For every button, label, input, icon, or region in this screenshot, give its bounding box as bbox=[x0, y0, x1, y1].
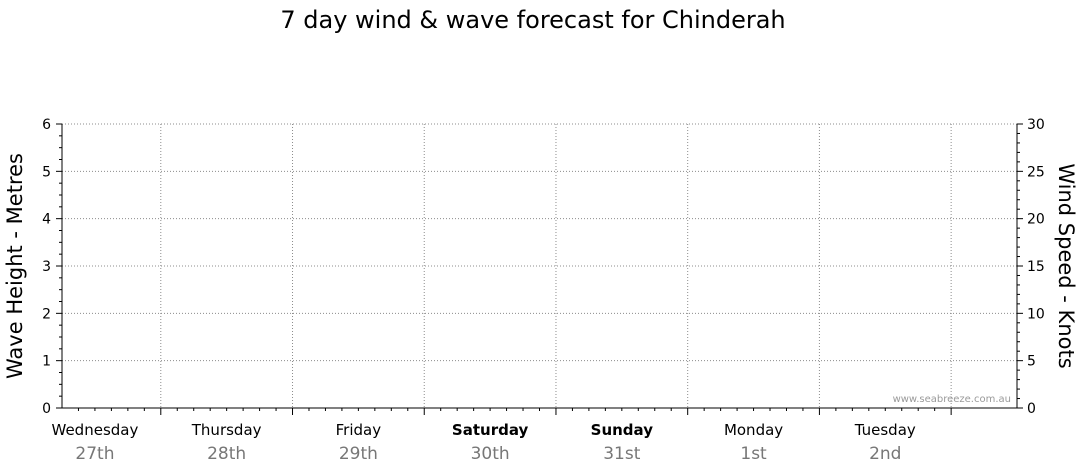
left-tick-label: 0 bbox=[42, 401, 51, 417]
day-date-label: 1st bbox=[740, 444, 767, 464]
right-tick-label: 25 bbox=[1027, 164, 1045, 180]
day-date-label: 28th bbox=[207, 444, 246, 464]
day-name-label: Sunday bbox=[591, 421, 654, 439]
left-axis-title: Wave Height - Metres bbox=[3, 153, 27, 379]
right-tick-label: 30 bbox=[1027, 117, 1045, 133]
labels-layer: 0 1 2 3 4 5 6 0 5 10 15 20 25 30 Wednesday 27th Thursday… bbox=[42, 117, 1045, 464]
day-date-label: 27th bbox=[75, 444, 114, 464]
day-date-label: 31st bbox=[603, 444, 640, 464]
left-tick-label: 1 bbox=[42, 354, 51, 370]
day-date-label: 2nd bbox=[869, 444, 901, 464]
right-tick-label: 10 bbox=[1027, 306, 1045, 322]
right-tick-label: 20 bbox=[1027, 212, 1045, 228]
chart-title: 7 day wind & wave forecast for Chinderah bbox=[280, 6, 785, 34]
day-date-label: 29th bbox=[339, 444, 378, 464]
day-name-label: Friday bbox=[336, 421, 382, 439]
left-tick-label: 6 bbox=[42, 117, 51, 133]
day-name-label: Thursday bbox=[191, 421, 262, 439]
right-tick-label: 0 bbox=[1027, 401, 1036, 417]
day-name-label: Monday bbox=[724, 421, 783, 439]
right-tick-label: 5 bbox=[1027, 354, 1036, 370]
axes-layer bbox=[56, 123, 1023, 415]
day-date-label: 30th bbox=[471, 444, 510, 464]
left-tick-label: 5 bbox=[42, 164, 51, 180]
left-tick-label: 4 bbox=[42, 212, 51, 228]
right-tick-label: 15 bbox=[1027, 259, 1045, 275]
day-name-label: Wednesday bbox=[52, 421, 139, 439]
left-tick-label: 2 bbox=[42, 306, 51, 322]
grid-layer bbox=[62, 123, 1017, 408]
left-tick-label: 3 bbox=[42, 259, 51, 275]
day-name-label: Tuesday bbox=[854, 421, 916, 439]
watermark: www.seabreeze.com.au bbox=[893, 394, 1011, 405]
day-name-label: Saturday bbox=[452, 421, 529, 439]
right-axis-title: Wind Speed - Knots bbox=[1054, 163, 1078, 368]
